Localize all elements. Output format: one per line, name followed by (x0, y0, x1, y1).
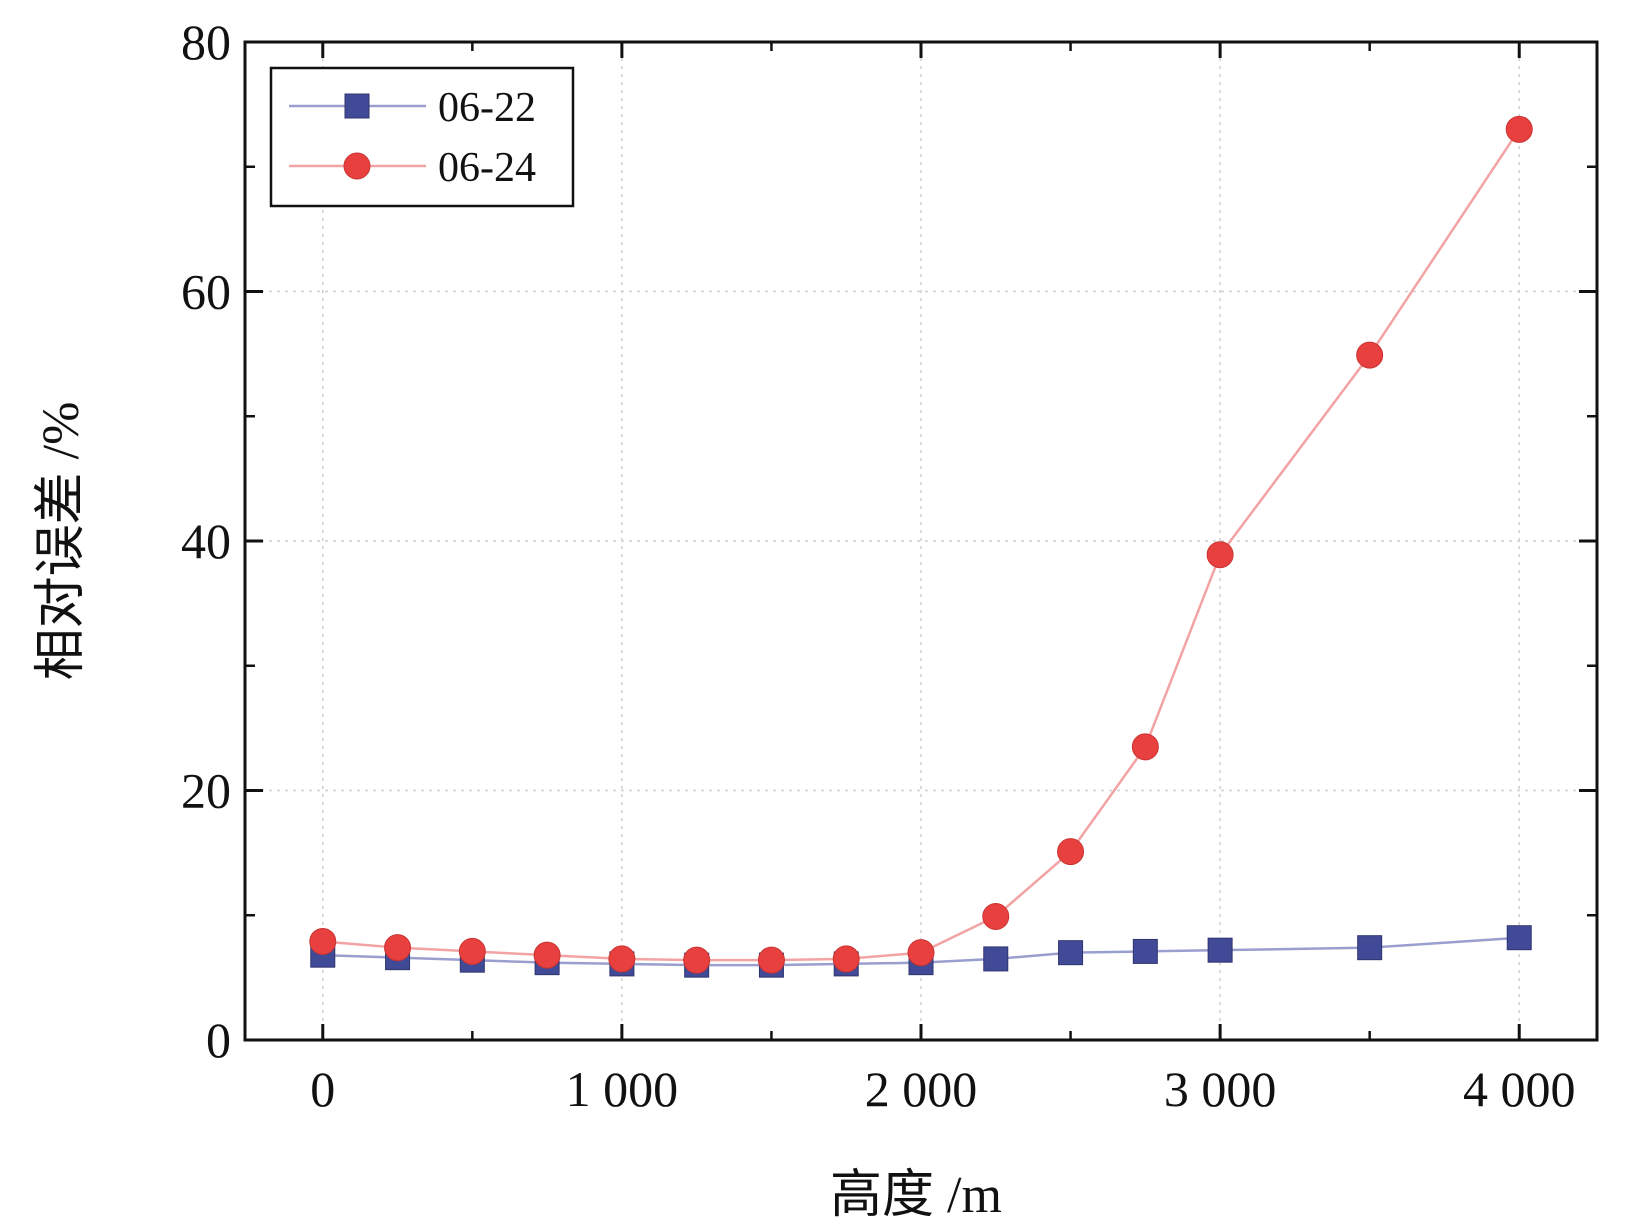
legend-marker (344, 93, 370, 119)
data-point (982, 902, 1010, 930)
x-axis-title: 高度 /m (830, 1167, 1002, 1224)
legend-box (269, 66, 575, 208)
legend-label: 06-24 (438, 145, 536, 191)
data-point (1058, 940, 1084, 966)
data-point (1356, 341, 1384, 369)
data-point (757, 946, 785, 974)
legend-label: 06-22 (438, 85, 536, 131)
x-tick-label: 4 000 (1463, 1061, 1576, 1117)
legend: 06-22 06-24 (269, 66, 575, 208)
y-tick-label: 80 (181, 14, 231, 70)
data-point (1357, 935, 1383, 961)
legend-marker (343, 152, 371, 180)
x-tick-label: 2 000 (865, 1061, 978, 1117)
y-tick-label: 60 (181, 264, 231, 320)
x-tick-label: 0 (310, 1061, 335, 1117)
data-point (832, 945, 860, 973)
data-point (907, 939, 935, 967)
y-tick-label: 40 (181, 513, 231, 569)
data-point (1131, 733, 1159, 761)
data-point (533, 941, 561, 969)
data-point (1132, 938, 1158, 964)
axis-ticks: 0 1 000 2 000 3 000 4 000 0 20 40 60 80 (181, 14, 1597, 1117)
y-tick-label: 0 (206, 1012, 231, 1068)
data-point (309, 927, 337, 955)
data-point (1207, 937, 1233, 963)
series-06-24 (309, 115, 1533, 974)
data-point (1057, 838, 1085, 866)
data-point (683, 946, 711, 974)
data-point (384, 934, 412, 962)
data-point (1505, 115, 1533, 143)
data-point (983, 946, 1009, 972)
x-tick-label: 1 000 (566, 1061, 679, 1117)
data-point (1506, 925, 1532, 951)
grid (245, 42, 1597, 1040)
data-point (1206, 541, 1234, 569)
y-axis-title: 相对误差 /% (33, 402, 90, 681)
series-layer (309, 115, 1533, 978)
x-tick-label: 3 000 (1164, 1061, 1277, 1117)
data-point (608, 945, 636, 973)
y-tick-label: 20 (181, 763, 231, 819)
data-point (458, 937, 486, 965)
